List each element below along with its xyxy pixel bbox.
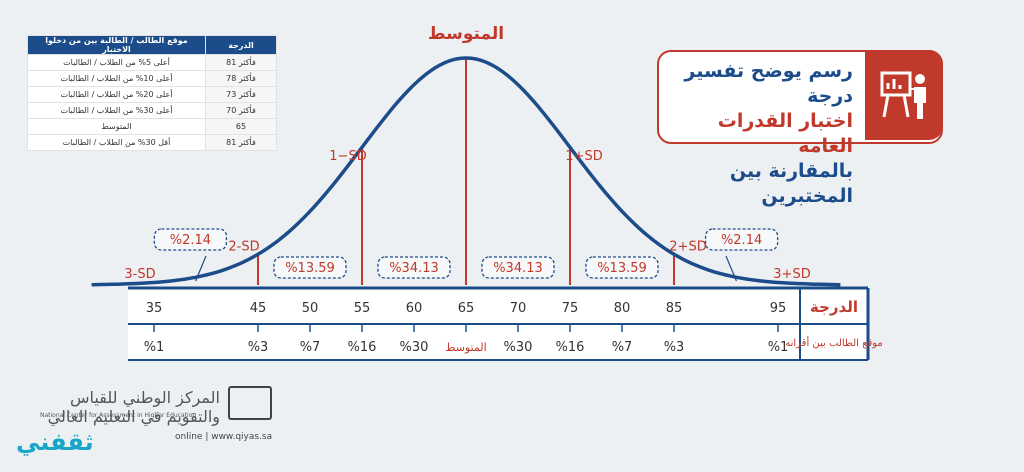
table-cell: أقل 30% من الطلاب / الطالبات bbox=[27, 134, 206, 151]
qiyas-mark-icon bbox=[228, 386, 272, 420]
table-row: أعلى 10% من الطلاب / الطالبات 78 فأكثر bbox=[27, 70, 277, 87]
score-tick-label: 65 bbox=[458, 301, 475, 316]
table-cell: 65 bbox=[205, 118, 277, 135]
score-tick-label: 95 bbox=[770, 301, 787, 316]
segment-box bbox=[704, 228, 779, 251]
position-label: %16 bbox=[556, 340, 585, 355]
table-header-position: موقع الطالب / الطالبة بين من دخلوا الاخت… bbox=[27, 35, 206, 55]
title-line-1: رسم يوضح تفسير درجة bbox=[684, 60, 853, 107]
chart-title: المتوسط bbox=[428, 24, 504, 44]
segment-box bbox=[585, 256, 659, 279]
table-cell: 73 فأكثر bbox=[205, 86, 277, 103]
score-tick-label: 50 bbox=[302, 301, 319, 316]
score-tick-label: 35 bbox=[146, 301, 163, 316]
score-tick-label: 55 bbox=[354, 301, 371, 316]
table-cell: أعلى 20% من الطلاب / الطالبات bbox=[27, 86, 206, 103]
position-label: المتوسط bbox=[445, 341, 486, 354]
position-label: %7 bbox=[300, 340, 321, 355]
segment-percent-label: %34.13 bbox=[493, 261, 543, 276]
table-cell: 70 فأكثر bbox=[205, 102, 277, 119]
position-label: %7 bbox=[612, 340, 633, 355]
score-tick-label: 75 bbox=[562, 301, 579, 316]
position-row-label: موقع الطالب بين أقرانه bbox=[785, 336, 883, 349]
title-line-3: بالمقارنة بين المختبرين bbox=[729, 160, 853, 207]
table-cell: أعلى 5% من الطلاب / الطالبات bbox=[27, 54, 206, 71]
segment-percent-label: %2.14 bbox=[170, 233, 211, 248]
sd-label: 1−SD bbox=[329, 149, 366, 164]
position-label: %3 bbox=[664, 340, 685, 355]
table-cell: 81 فأكثر bbox=[205, 134, 277, 151]
segment-percent-label: %13.59 bbox=[597, 261, 647, 276]
table-row: المتوسط 65 bbox=[27, 118, 277, 135]
score-tick-label: 85 bbox=[666, 301, 683, 316]
sd-label: 1+SD bbox=[565, 149, 602, 164]
segment-box bbox=[153, 228, 228, 251]
sd-label: 2-SD bbox=[228, 239, 259, 254]
pointer-line bbox=[725, 255, 737, 282]
segment-percent-label: %13.59 bbox=[285, 261, 335, 276]
table-cell: أعلى 30% من الطلاب / الطالبات bbox=[27, 102, 206, 119]
table-header-score: الدرجة bbox=[205, 35, 277, 55]
segment-box bbox=[481, 256, 555, 279]
table-row: أعلى 30% من الطلاب / الطالبات 70 فأكثر bbox=[27, 102, 277, 119]
presentation-board-icon bbox=[865, 50, 943, 140]
position-label: %30 bbox=[400, 340, 429, 355]
table-cell: أعلى 10% من الطلاب / الطالبات bbox=[27, 70, 206, 87]
segment-percent-label: %2.14 bbox=[721, 233, 762, 248]
table-cell: 78 فأكثر bbox=[205, 70, 277, 87]
watermark: ثقفني bbox=[16, 428, 94, 456]
sd-label: 2+SD bbox=[669, 239, 706, 254]
segment-box bbox=[273, 256, 347, 279]
score-tick-label: 80 bbox=[614, 301, 631, 316]
position-label: %1 bbox=[768, 340, 789, 355]
segment-box bbox=[377, 256, 451, 279]
table-row: أعلى 5% من الطلاب / الطالبات 81 فأكثر bbox=[27, 54, 277, 71]
segment-percent-label: %34.13 bbox=[389, 261, 439, 276]
logo-english-text: National Center for Assessment in Higher… bbox=[40, 412, 197, 419]
bell-curve bbox=[91, 56, 841, 287]
score-table: موقع الطالب / الطالبة بين من دخلوا الاخت… bbox=[27, 35, 277, 151]
table-cell: 81 فأكثر bbox=[205, 54, 277, 71]
table-row: أقل 30% من الطلاب / الطالبات 81 فأكثر bbox=[27, 134, 277, 151]
score-tick-label: 70 bbox=[510, 301, 527, 316]
position-label: %16 bbox=[348, 340, 377, 355]
logo-arabic-text: المركز الوطني للقياس والتقويم في التعليم… bbox=[47, 388, 220, 426]
sd-label: 3-SD bbox=[124, 267, 155, 282]
title-box: رسم يوضح تفسير درجة اختبار القدرات العام… bbox=[657, 50, 943, 207]
sd-label: 3+SD bbox=[773, 267, 810, 282]
score-tick-label: 60 bbox=[406, 301, 423, 316]
table-row: أعلى 20% من الطلاب / الطالبات 73 فأكثر bbox=[27, 86, 277, 103]
pointer-line bbox=[195, 255, 207, 282]
title-line-2: اختبار القدرات العامة bbox=[717, 110, 853, 157]
score-tick-label: 45 bbox=[250, 301, 267, 316]
position-label: %3 bbox=[248, 340, 269, 355]
table-cell: المتوسط bbox=[27, 118, 206, 135]
website-url: online | www.qiyas.sa bbox=[175, 432, 273, 442]
score-row-label: الدرجة bbox=[810, 298, 858, 316]
position-label: %30 bbox=[504, 340, 533, 355]
position-label: %1 bbox=[144, 340, 165, 355]
qiyas-logo: المركز الوطني للقياس والتقويم في التعليم… bbox=[40, 386, 280, 436]
